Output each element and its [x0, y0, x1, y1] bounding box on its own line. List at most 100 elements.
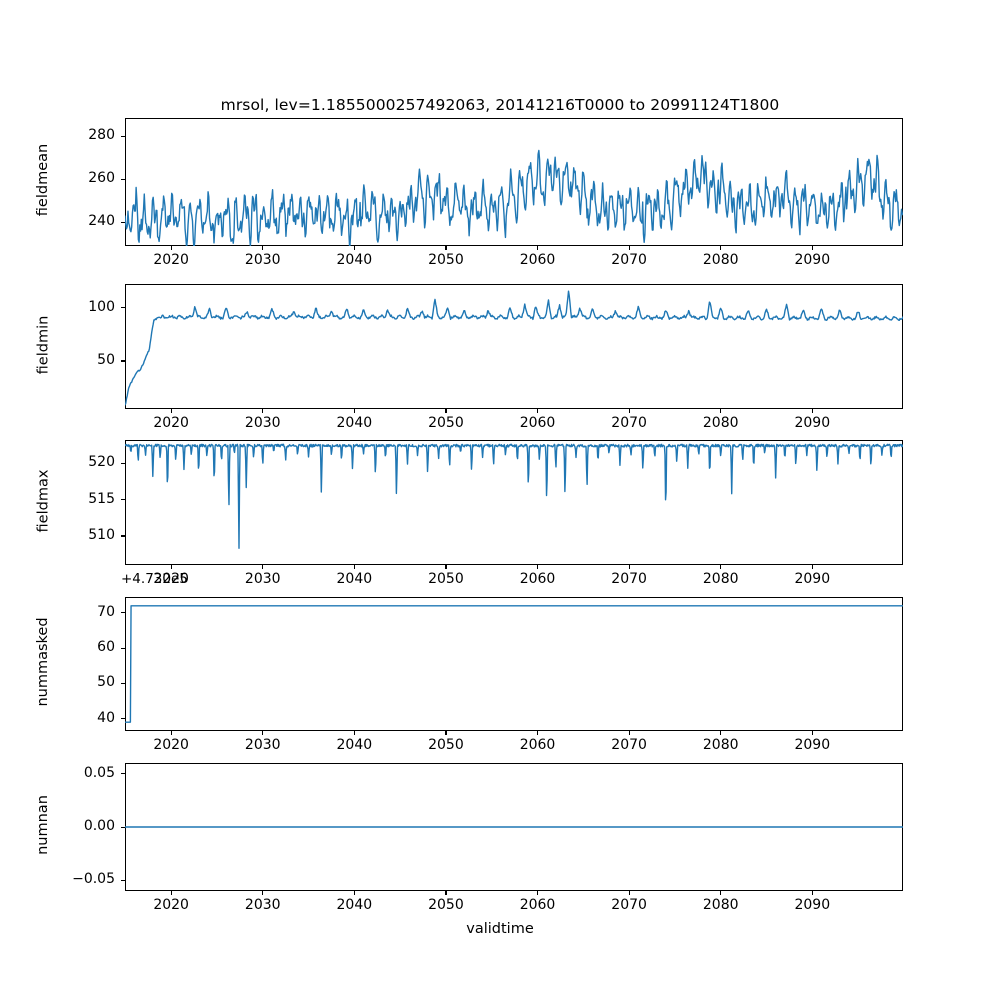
xtick-mark-fieldmax — [537, 565, 539, 569]
xtick-mark-numnan — [537, 891, 539, 895]
ytick-label-nummasked: 70 — [97, 603, 115, 620]
subplot-fieldmin — [125, 284, 903, 409]
ytick-label-fieldmin: 50 — [97, 351, 115, 368]
xtick-label-nummasked: 2070 — [611, 737, 647, 753]
xtick-label-fieldmin: 2060 — [519, 415, 556, 431]
xtick-label-fieldmax: 2030 — [244, 571, 281, 587]
xtick-mark-fieldmax — [353, 565, 355, 569]
xtick-mark-fieldmin — [537, 409, 539, 413]
xtick-label-fieldmax: 2040 — [336, 571, 373, 587]
subplot-fieldmean — [125, 118, 903, 246]
xtick-label-fieldmean: 2080 — [702, 252, 739, 268]
ytick-label-fieldmean: 280 — [88, 127, 115, 144]
xtick-mark-fieldmean — [445, 246, 447, 250]
xtick-label-fieldmin: 2020 — [153, 415, 189, 431]
ytick-mark-numnan — [121, 879, 125, 881]
xtick-mark-fieldmean — [628, 246, 630, 250]
ytick-mark-nummasked — [121, 682, 125, 684]
ytick-mark-fieldmin — [121, 360, 125, 362]
xtick-label-numnan: 2030 — [244, 897, 281, 913]
ytick-mark-numnan — [121, 826, 125, 828]
x-axis-label: validtime — [466, 921, 534, 937]
xtick-mark-nummasked — [720, 731, 722, 735]
xtick-mark-fieldmean — [720, 246, 722, 250]
figure-title: mrsol, lev=1.1855000257492063, 20141216T… — [220, 96, 780, 114]
xtick-mark-fieldmean — [170, 246, 172, 250]
ytick-label-fieldmax: 510 — [88, 526, 115, 543]
axes-frame-nummasked — [125, 597, 903, 731]
xtick-mark-numnan — [720, 891, 722, 895]
plot-line-numnan — [125, 826, 903, 828]
xtick-label-numnan: 2090 — [794, 897, 831, 913]
ytick-mark-fieldmean — [121, 135, 125, 137]
xtick-mark-numnan — [353, 891, 355, 895]
ytick-label-fieldmax: 520 — [88, 454, 115, 471]
xtick-mark-fieldmax — [811, 565, 813, 569]
xtick-label-fieldmean: 2090 — [794, 252, 831, 268]
ytick-label-fieldmean: 260 — [88, 170, 115, 187]
ytick-mark-fieldmean — [121, 221, 125, 223]
xtick-mark-fieldmin — [628, 409, 630, 413]
ytick-label-fieldmean: 240 — [88, 213, 115, 230]
ytick-mark-nummasked — [121, 718, 125, 720]
xtick-label-fieldmax: 2060 — [519, 571, 556, 587]
xtick-label-fieldmean: 2060 — [519, 252, 556, 268]
xtick-mark-numnan — [628, 891, 630, 895]
plot-line-fieldmax — [125, 443, 903, 549]
x-axis-offset-text-fieldmax: +4.732e5 — [121, 571, 188, 587]
xtick-mark-fieldmin — [811, 409, 813, 413]
xtick-label-fieldmax: 2070 — [611, 571, 647, 587]
xtick-mark-fieldmean — [262, 246, 264, 250]
xtick-label-fieldmean: 2030 — [244, 252, 281, 268]
xtick-label-fieldmin: 2070 — [611, 415, 647, 431]
xtick-label-nummasked: 2020 — [153, 737, 189, 753]
xtick-label-numnan: 2070 — [611, 897, 647, 913]
xtick-label-numnan: 2020 — [153, 897, 189, 913]
xtick-mark-fieldmax — [262, 565, 264, 569]
xtick-label-fieldmean: 2020 — [153, 252, 189, 268]
xtick-label-nummasked: 2090 — [794, 737, 831, 753]
subplot-nummasked — [125, 597, 903, 731]
ytick-mark-fieldmax — [121, 462, 125, 464]
ytick-mark-fieldmin — [121, 307, 125, 309]
xtick-mark-nummasked — [445, 731, 447, 735]
axes-frame-fieldmax — [125, 440, 903, 565]
xtick-label-fieldmax: 2050 — [428, 571, 464, 587]
xtick-label-fieldmin: 2030 — [244, 415, 281, 431]
xtick-label-fieldmin: 2050 — [428, 415, 464, 431]
xtick-mark-numnan — [262, 891, 264, 895]
xtick-label-nummasked: 2040 — [336, 737, 373, 753]
plot-line-fieldmean — [125, 149, 903, 246]
y-axis-label-nummasked: nummasked — [35, 617, 51, 707]
xtick-mark-fieldmean — [537, 246, 539, 250]
xtick-mark-nummasked — [170, 731, 172, 735]
y-axis-label-numnan: numnan — [35, 795, 51, 855]
xtick-mark-fieldmax — [445, 565, 447, 569]
xtick-label-fieldmin: 2080 — [702, 415, 739, 431]
xtick-mark-nummasked — [262, 731, 264, 735]
xtick-mark-fieldmean — [353, 246, 355, 250]
xtick-mark-nummasked — [628, 731, 630, 735]
ytick-mark-nummasked — [121, 612, 125, 614]
xtick-mark-numnan — [811, 891, 813, 895]
xtick-label-fieldmin: 2040 — [336, 415, 373, 431]
axes-frame-fieldmin — [125, 284, 903, 409]
xtick-label-fieldmax: 2090 — [794, 571, 831, 587]
xtick-mark-fieldmean — [811, 246, 813, 250]
plot-line-nummasked — [125, 605, 903, 723]
xtick-mark-fieldmax — [720, 565, 722, 569]
ytick-mark-fieldmean — [121, 178, 125, 180]
ytick-mark-fieldmax — [121, 499, 125, 501]
ytick-label-nummasked: 40 — [97, 709, 115, 726]
xtick-label-numnan: 2060 — [519, 897, 556, 913]
plot-line-fieldmin — [125, 290, 903, 406]
xtick-mark-fieldmin — [170, 409, 172, 413]
xtick-mark-fieldmin — [445, 409, 447, 413]
xtick-mark-nummasked — [811, 731, 813, 735]
xtick-mark-fieldmax — [170, 565, 172, 569]
xtick-label-numnan: 2050 — [428, 897, 464, 913]
xtick-label-nummasked: 2050 — [428, 737, 464, 753]
xtick-label-numnan: 2080 — [702, 897, 739, 913]
ytick-label-fieldmax: 515 — [88, 490, 115, 507]
